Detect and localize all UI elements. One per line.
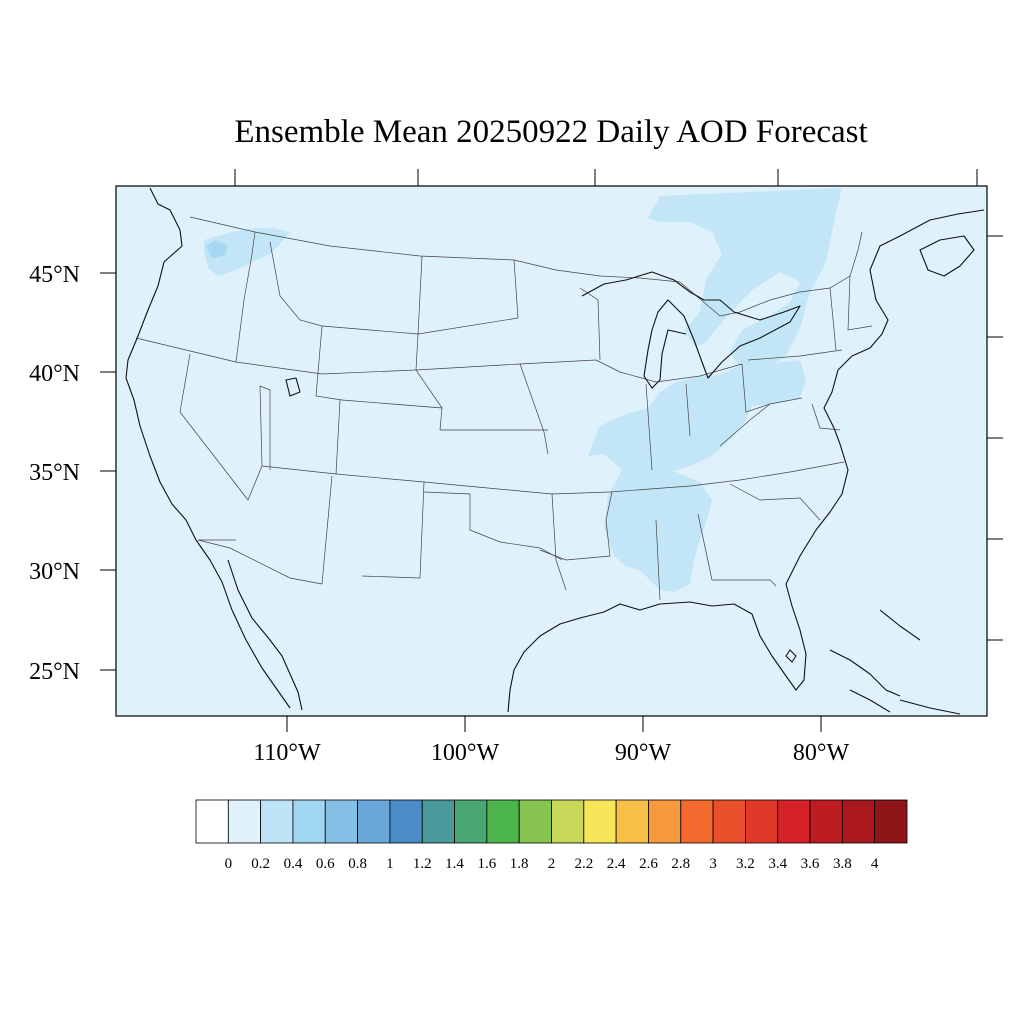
colorbar-label: 3	[709, 856, 717, 872]
colorbar-swatch	[421, 799, 455, 844]
aod-fill-layer	[204, 188, 842, 592]
colorbar-label: 4	[871, 856, 879, 872]
aod-region-northeast	[648, 188, 842, 372]
aod-region-mississippi-alabama	[604, 470, 712, 592]
colorbar-label: 0.2	[251, 856, 270, 872]
latitude-labels: 45°N 40°N 35°N 30°N 25°N	[29, 262, 80, 685]
colorbar-swatch	[745, 799, 779, 844]
colorbar-swatch	[712, 799, 746, 844]
colorbar-swatch	[841, 799, 876, 844]
colorbar-swatch	[777, 799, 811, 844]
colorbar-swatch	[874, 799, 908, 844]
colorbar-label: 2.6	[639, 856, 658, 872]
colorbar-label: 1	[386, 856, 394, 872]
colorbar-label: 1.8	[510, 856, 529, 872]
colorbar-swatch	[195, 799, 229, 844]
map-frame	[115, 185, 988, 717]
lat-label: 40°N	[29, 361, 80, 387]
map-title: Ensemble Mean 20250922 Daily AOD Forecas…	[234, 114, 867, 150]
lat-label: 35°N	[29, 460, 80, 486]
colorbar-label: 3.8	[833, 856, 852, 872]
colorbar-label: 1.2	[413, 856, 432, 872]
lon-label: 80°W	[793, 740, 850, 766]
aod-region-northern-idaho	[204, 228, 290, 276]
colorbar-swatch	[551, 799, 585, 844]
colorbar-swatch	[292, 799, 326, 844]
colorbar-label: 0	[225, 856, 233, 872]
colorbar-label: 0.4	[284, 856, 303, 872]
lon-label: 100°W	[431, 740, 500, 766]
colorbar-swatch	[518, 799, 552, 844]
colorbar-swatch	[324, 799, 358, 844]
map-panel: 45°N 40°N 35°N 30°N 25°N 110°W 100°W 90°…	[29, 169, 1003, 766]
colorbar-swatch	[809, 799, 843, 844]
colorbar-label: 3.4	[768, 856, 787, 872]
colorbar-swatch	[260, 799, 294, 844]
colorbar-swatch	[615, 799, 649, 844]
colorbar-swatch	[583, 799, 617, 844]
lon-label: 110°W	[253, 740, 321, 766]
colorbar-label: 2.4	[607, 856, 626, 872]
colorbar-label: 1.4	[445, 856, 464, 872]
colorbar-swatch	[454, 799, 488, 844]
bottom-ticks	[286, 716, 822, 732]
colorbar-swatch	[389, 799, 423, 844]
colorbar-label: 2.8	[671, 856, 690, 872]
coastline	[125, 187, 985, 715]
lat-label: 30°N	[29, 559, 80, 585]
aod-region-idaho-hotspot	[206, 240, 228, 258]
longitude-labels: 110°W 100°W 90°W 80°W	[253, 740, 849, 766]
colorbar-label: 2	[548, 856, 556, 872]
colorbar-label: 0.6	[316, 856, 335, 872]
colorbar: 0 0.2 0.4 0.6 0.8 1 1.2 1.4 1.6 1.8 2 2.2 2.4 2.6 2.8 3…	[195, 799, 908, 872]
colorbar-swatch	[486, 799, 520, 844]
state-borders	[135, 216, 873, 601]
colorbar-label: 3.6	[801, 856, 820, 872]
aod-region-ohio-valley	[588, 362, 772, 480]
colorbar-swatch	[357, 799, 391, 844]
colorbar-label: 2.2	[574, 856, 593, 872]
right-ticks	[987, 235, 1003, 641]
colorbar-label: 0.8	[348, 856, 367, 872]
lat-label: 25°N	[29, 659, 80, 685]
colorbar-swatch	[680, 799, 714, 844]
lat-label: 45°N	[29, 262, 80, 288]
top-ticks	[234, 169, 978, 186]
colorbar-swatch	[648, 799, 682, 844]
colorbar-swatch	[227, 799, 262, 844]
lon-label: 90°W	[615, 740, 672, 766]
colorbar-label: 3.2	[736, 856, 755, 872]
left-ticks	[100, 272, 116, 671]
aod-region-pennsylvania	[748, 360, 806, 406]
map-background	[116, 186, 987, 716]
colorbar-label: 1.6	[477, 856, 496, 872]
